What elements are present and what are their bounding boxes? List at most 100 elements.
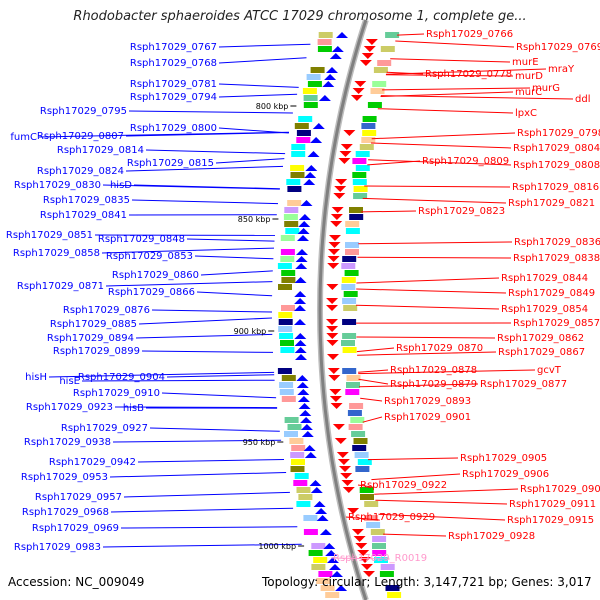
left-gene-label[interactable]: Rsph17029_0767	[130, 42, 217, 53]
right-gene-label[interactable]: Rsph17029_0929	[348, 512, 435, 523]
right-gene-label[interactable]: Rsph17029_0816	[512, 182, 599, 193]
feature-block-left	[285, 228, 300, 234]
right-gene-label[interactable]: ddl	[575, 94, 590, 105]
left-leader-line	[120, 526, 298, 529]
left-gene-label[interactable]: Rsph17029_0814	[57, 145, 144, 156]
left-gene-label[interactable]: Rsph17029_0853	[106, 251, 193, 262]
right-gene-label[interactable]: Rsph17029_0838	[513, 253, 600, 264]
left-gene-label[interactable]: Rsph17029_0942	[49, 457, 136, 468]
left-gene-label[interactable]: Rsph17029_0957	[35, 492, 122, 503]
left-gene-label[interactable]: Rsph17029_0781	[130, 79, 217, 90]
left-gene-label[interactable]: Rsph17029_0807	[37, 131, 124, 142]
left-gene-label[interactable]: hisD	[110, 180, 132, 191]
right-gene-label[interactable]: Rsph17029_0808	[513, 160, 600, 171]
left-gene-label[interactable]: Rsph17029_0841	[40, 210, 127, 221]
right-gene-label[interactable]: Rsph17029_0911	[509, 499, 596, 510]
right-gene-label[interactable]: Rsph17029_0854	[501, 304, 588, 315]
right-leader-line	[356, 277, 500, 284]
right-gene-label[interactable]: murD	[515, 71, 543, 82]
right-gene-label[interactable]: Rsph17029_0870	[396, 343, 483, 354]
left-gene-label[interactable]: Rsph17029_0824	[37, 166, 124, 177]
left-leader-line	[123, 491, 290, 498]
right-gene-label[interactable]: Rsph17029_0915	[507, 515, 594, 526]
left-gene-label[interactable]: Rsph17029_0871	[17, 281, 104, 292]
right-gene-label[interactable]: Rsph17029_0879	[390, 379, 477, 390]
reverse-gene-arrow	[331, 207, 344, 213]
right-gene-label[interactable]: Rsph17029_0862	[497, 333, 584, 344]
left-gene-label[interactable]: Rsph17029_0815	[127, 158, 214, 169]
left-gene-label[interactable]: Rsph17029_0904	[78, 372, 165, 383]
left-gene-label[interactable]: Rsph17029_0848	[98, 234, 185, 245]
right-gene-label[interactable]: Rsph17029_0804	[513, 143, 600, 154]
feature-block-left	[311, 564, 326, 570]
left-gene-label[interactable]: Rsph17029_0860	[112, 270, 199, 281]
left-gene-label[interactable]: Rsph17029_0983	[14, 542, 101, 553]
right-gene-label[interactable]: Rsph17029_0766	[426, 29, 513, 40]
left-gene-label[interactable]: Rsph17029_0953	[21, 472, 108, 483]
left-gene-label[interactable]: Rsph17029_0835	[43, 195, 130, 206]
left-gene-label[interactable]: Rsph17029_0794	[130, 92, 217, 103]
right-leader-line	[367, 457, 459, 461]
feature-block-left	[291, 144, 306, 150]
right-gene-label[interactable]: murE	[512, 57, 539, 68]
right-gene-label[interactable]: Rsph17029_0905	[460, 453, 547, 464]
right-gene-label[interactable]: gcvT	[537, 365, 562, 376]
left-gene-label[interactable]: Rsph17029_0885	[50, 319, 137, 330]
forward-gene-arrow	[296, 249, 308, 255]
left-gene-label[interactable]: Rsph17029_0851	[6, 230, 93, 241]
left-gene-label[interactable]: Rsph17029_0927	[61, 423, 148, 434]
left-gene-label[interactable]: Rsph17029_0830	[14, 180, 101, 191]
left-gene-label[interactable]: Rsph17029_0923	[26, 402, 113, 413]
right-gene-label[interactable]: Rsph17029_0844	[501, 273, 588, 284]
right-gene-label[interactable]: Rsph17029_0769	[516, 42, 600, 53]
right-gene-label[interactable]: murC	[515, 87, 542, 98]
forward-gene-arrow	[335, 585, 348, 591]
right-gene-label[interactable]: Rsph17029_0798	[517, 128, 600, 139]
gene-labels[interactable]: Rsph17029_0767 Rsph17029_0768 Rsph17029_07…	[6, 29, 600, 564]
left-gene-label[interactable]: Rsph17029_0969	[32, 523, 119, 534]
left-gene-label[interactable]: Rsph17029_0910	[73, 388, 160, 399]
left-gene-label[interactable]: Rsph17029_0899	[53, 346, 140, 357]
right-gene-label[interactable]: Rsph17029_0867	[498, 347, 585, 358]
right-gene-label[interactable]: Rsph17029_0878	[390, 365, 477, 376]
left-gene-label[interactable]: Rsph17029_0768	[130, 58, 217, 69]
right-gene-label[interactable]: Rsph17029_0823	[418, 206, 505, 217]
left-leader-line	[133, 184, 280, 190]
forward-gene-arrow	[303, 179, 316, 185]
right-gene-label[interactable]: Rsph17029_0836	[514, 237, 600, 248]
left-gene-label[interactable]: Rsph17029_0968	[22, 507, 109, 518]
right-gene-label[interactable]: Rsph17029_0821	[508, 198, 595, 209]
right-gene-label[interactable]: Rsph17029_0906	[462, 469, 549, 480]
left-gene-label[interactable]: Rsph17029_0795	[40, 106, 127, 117]
left-gene-label[interactable]: Rsph17029_0800	[130, 123, 217, 134]
left-gene-label[interactable]: fumC	[10, 132, 37, 143]
forward-gene-arrow	[295, 263, 308, 269]
left-gene-label[interactable]: Rsph17029_0858	[13, 248, 100, 259]
label-leader-lines	[38, 33, 574, 560]
right-gene-label[interactable]: Rsph17029_0778	[425, 69, 512, 80]
left-gene-label[interactable]: hisE	[59, 376, 80, 387]
right-gene-label[interactable]: Rsph17029_0901	[384, 412, 471, 423]
right-gene-label[interactable]: Rsph17029_0809	[422, 156, 509, 167]
right-gene-label[interactable]: Rsph17029_0877	[480, 379, 567, 390]
right-gene-label[interactable]: Rsph17029_0849	[508, 288, 595, 299]
feature-block-left	[280, 235, 295, 241]
right-gene-label[interactable]: mraY	[548, 64, 575, 75]
right-gene-label[interactable]: Rsph17029_0893	[384, 396, 471, 407]
left-gene-label[interactable]: Rsph17029_0938	[24, 437, 111, 448]
right-gene-label[interactable]: Rsph17029_0907	[520, 484, 600, 495]
left-gene-label[interactable]: hisH	[25, 372, 47, 383]
forward-gene-arrow	[307, 151, 320, 157]
left-gene-label[interactable]: Rsph17029_0894	[47, 333, 134, 344]
right-gene-label[interactable]: Rsph17029_R0019	[333, 553, 427, 564]
right-gene-label[interactable]: Rsph17029_0857	[513, 318, 600, 329]
right-gene-label[interactable]: murG	[532, 83, 560, 94]
left-gene-label[interactable]: Rsph17029_0866	[108, 287, 195, 298]
right-gene-label[interactable]: Rsph17029_0922	[360, 480, 447, 491]
left-gene-label[interactable]: Rsph17029_0876	[63, 305, 150, 316]
right-gene-label[interactable]: Rsph17029_0928	[448, 531, 535, 542]
right-gene-label[interactable]: lpxC	[515, 108, 537, 119]
reverse-gene-arrow	[329, 235, 341, 241]
right-leader-line	[356, 347, 395, 353]
left-gene-label[interactable]: hisB	[123, 403, 144, 414]
